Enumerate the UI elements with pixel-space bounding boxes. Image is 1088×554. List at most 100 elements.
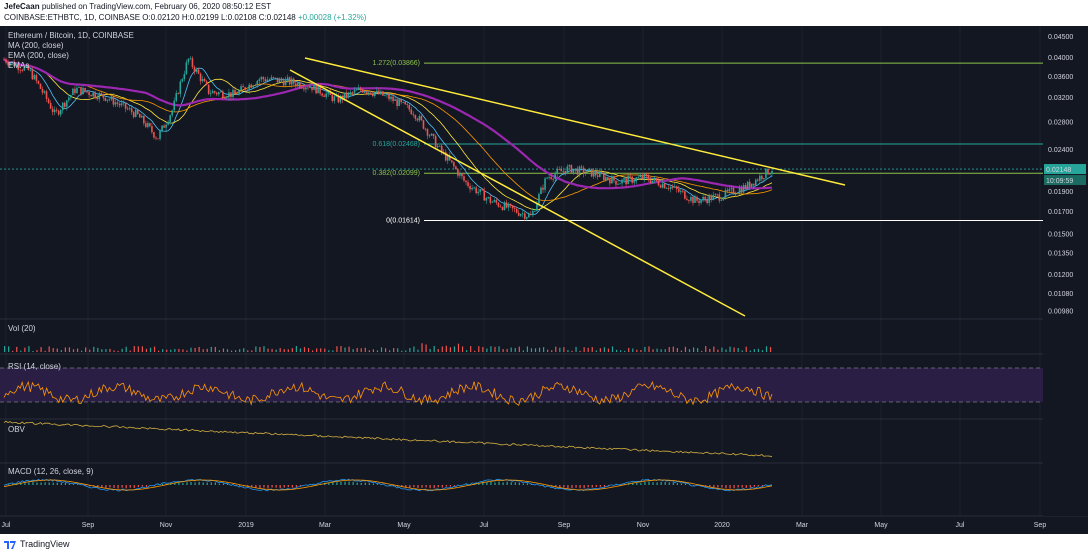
volume-bar — [190, 347, 192, 352]
candle-body — [552, 178, 554, 180]
candle-body — [578, 166, 581, 175]
candle-body — [335, 95, 338, 97]
candle-body — [754, 179, 757, 186]
macd-histogram-bar — [68, 483, 71, 485]
candle-body — [102, 93, 105, 98]
macd-histogram-bar — [76, 484, 79, 485]
candle-body — [590, 168, 593, 177]
candle-body — [568, 165, 571, 167]
candle-body — [175, 93, 178, 101]
candle-body — [256, 80, 259, 85]
publish-line: JefeCaan published on TradingView.com, F… — [4, 2, 271, 11]
volume-bar — [68, 347, 71, 352]
candle-body — [130, 108, 133, 113]
chart-area[interactable]: 1.272(0.03866) 0.618(0.02468) 0.382(0.0209… — [0, 26, 1088, 534]
macd-histogram-bar — [749, 485, 751, 488]
volume-bar — [615, 349, 618, 352]
candle-body — [264, 79, 267, 82]
chart-header: JefeCaan published on TradingView.com, F… — [0, 0, 1088, 26]
macd-histogram-bar — [28, 482, 30, 485]
candle-body — [343, 92, 346, 100]
candle-body — [497, 202, 500, 207]
time-tick-10: Mar — [796, 522, 809, 529]
candle-body — [299, 82, 301, 88]
candle-body — [560, 169, 563, 172]
macd-histogram-bar — [514, 482, 516, 485]
macd-histogram-bar — [332, 482, 334, 485]
brand-name: TradingView — [20, 539, 70, 549]
candle-body — [181, 79, 184, 82]
macd-histogram-bar — [283, 485, 285, 488]
candle-body — [197, 69, 200, 74]
candle-body — [698, 200, 700, 203]
candle-body — [294, 83, 297, 87]
volume-bar — [555, 346, 557, 352]
candle-body — [74, 88, 76, 94]
candle-body — [596, 175, 599, 177]
volume-bar — [486, 348, 488, 352]
signal-line — [3, 479, 773, 491]
author-name[interactable]: JefeCaan — [4, 2, 40, 11]
price-tick-9: 0.01500 — [1048, 232, 1073, 239]
time-axis[interactable]: Jul Sep Nov 2019 Mar May Jul Sep Nov 2020 Mar May Ju… — [2, 522, 1047, 529]
volume-bar — [263, 346, 265, 352]
candle-body — [315, 84, 317, 94]
volume-bar — [235, 350, 237, 352]
candle-body — [461, 173, 463, 177]
volume-bar — [425, 344, 427, 352]
volume-bar — [279, 348, 281, 352]
candle-body — [653, 178, 656, 181]
candle-body — [325, 93, 327, 97]
time-tick-8: Nov — [637, 522, 650, 529]
time-tick-9: 2020 — [714, 522, 730, 529]
candle-body — [305, 87, 307, 90]
volume-bar — [133, 346, 135, 352]
price-axis[interactable]: 0.04500 0.04000 0.03600 0.03200 0.02800 0.024… — [1043, 26, 1088, 516]
price-tick-8: 0.01700 — [1048, 209, 1073, 216]
candle-body — [718, 194, 721, 201]
macd-histogram-bar — [567, 485, 569, 489]
macd-histogram-bar — [109, 485, 111, 488]
macd-histogram-bar — [348, 481, 350, 485]
macd-histogram-bar — [299, 485, 302, 486]
price-tick-2: 0.03600 — [1048, 74, 1073, 81]
candle-body — [503, 202, 506, 210]
price-tick-4: 0.02800 — [1048, 119, 1073, 126]
candle-body — [671, 186, 674, 188]
candle-body — [43, 91, 46, 93]
candle-body — [327, 91, 330, 94]
candle-body — [449, 155, 451, 161]
volume-bar — [745, 346, 747, 352]
volume-bar — [320, 348, 322, 352]
candle-body — [220, 91, 222, 93]
volume-bar — [271, 348, 273, 352]
candle-body — [631, 176, 633, 183]
macd-histogram-bar — [113, 485, 115, 488]
candle-body — [163, 125, 165, 128]
candle-body — [730, 188, 733, 189]
volume-bar — [76, 348, 79, 352]
volume-bar — [530, 348, 533, 352]
macd-histogram-bar — [721, 485, 723, 488]
candle-body — [59, 110, 62, 115]
candle-body — [763, 178, 765, 180]
macd-histogram-bar — [170, 483, 172, 485]
candle-body — [45, 91, 48, 99]
volume-bar — [433, 345, 435, 352]
candle-body — [446, 155, 449, 161]
candle-body — [104, 97, 107, 101]
macd-histogram-bar — [668, 482, 670, 485]
candle-body — [78, 86, 80, 88]
volume-bar — [222, 348, 225, 352]
volume-bar — [611, 346, 614, 352]
candle-body — [400, 99, 402, 103]
candle-body — [633, 181, 636, 183]
candle-body — [519, 214, 522, 216]
volume-bar — [40, 347, 42, 352]
macd-histogram-bar — [356, 482, 358, 485]
volume-bar — [178, 348, 180, 352]
candle-body — [473, 187, 475, 189]
volume-bar — [688, 349, 691, 352]
candle-body — [663, 183, 666, 189]
macd-histogram-bar — [717, 485, 719, 488]
